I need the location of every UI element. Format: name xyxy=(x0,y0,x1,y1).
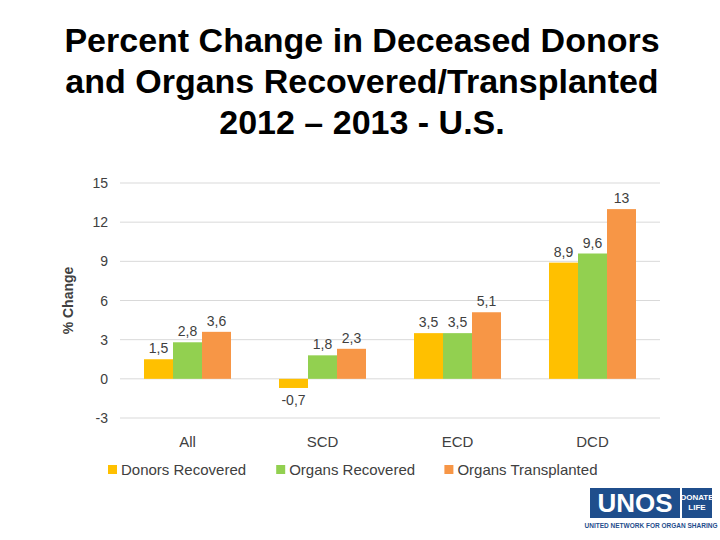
legend-label: Organs Recovered xyxy=(289,461,415,478)
bar xyxy=(414,333,443,379)
legend-swatch xyxy=(108,465,117,474)
logo-badge-text: LIFE xyxy=(688,503,706,512)
y-tick-label: 0 xyxy=(100,371,108,387)
logo-tagline: UNITED NETWORK FOR ORGAN SHARING xyxy=(585,522,718,529)
data-label: -0,7 xyxy=(281,392,305,408)
y-tick-label: 3 xyxy=(100,332,108,348)
bar xyxy=(308,355,337,379)
x-tick-label: SCD xyxy=(307,433,339,450)
bar xyxy=(607,209,636,379)
data-label: 5,1 xyxy=(477,293,497,309)
y-tick-label: -3 xyxy=(96,410,109,426)
data-label: 3,6 xyxy=(207,313,227,329)
bar xyxy=(173,342,202,379)
legend: Donors Recovered Organs Recovered Organs T… xyxy=(108,461,597,478)
data-label: 3,5 xyxy=(448,314,468,330)
y-tick-label: 15 xyxy=(92,175,108,191)
data-label: 13 xyxy=(614,190,630,206)
x-tick-label: All xyxy=(179,433,196,450)
y-tick-label: 12 xyxy=(92,214,108,230)
title: and Organs Recovered/Transplanted xyxy=(65,62,658,100)
logo-name: UNOS xyxy=(597,488,672,518)
bar xyxy=(337,349,366,379)
bar xyxy=(472,312,501,379)
grid-line xyxy=(120,418,660,419)
bar xyxy=(202,332,231,379)
bar xyxy=(578,254,607,379)
bars xyxy=(144,209,636,388)
bar xyxy=(144,359,173,379)
logo-badge-text: DONATE xyxy=(680,493,714,502)
bar xyxy=(549,263,578,379)
title: 2012 – 2013 - U.S. xyxy=(219,103,504,141)
data-label: 1,5 xyxy=(149,340,169,356)
x-tick-label: DCD xyxy=(576,433,609,450)
legend-label: Organs Transplanted xyxy=(457,461,597,478)
logo-box xyxy=(590,488,680,518)
grid-line xyxy=(120,183,660,184)
legend-swatch xyxy=(444,465,453,474)
y-tick-label: 6 xyxy=(100,293,108,309)
data-labels: 1,5 2,8 3,6 -0,7 1,8 2,3 3,5 3,5 5,1 8,9 9,6 13 xyxy=(149,190,630,408)
data-label: 2,8 xyxy=(178,323,198,339)
bar xyxy=(279,379,308,388)
legend-swatch xyxy=(276,465,285,474)
bar xyxy=(443,333,472,379)
y-axis-label: % Change xyxy=(60,266,76,334)
data-label: 2,3 xyxy=(342,330,362,346)
x-tick-label: ECD xyxy=(442,433,474,450)
data-label: 1,8 xyxy=(313,336,333,352)
title: Percent Change in Deceased Donors xyxy=(64,21,659,59)
data-label: 8,9 xyxy=(554,244,574,260)
data-label: 9,6 xyxy=(583,235,603,251)
legend-label: Donors Recovered xyxy=(121,461,246,478)
logo: UNOS DONATELIFE UNITED NETWORK FOR ORGAN S… xyxy=(585,488,718,529)
data-label: 3,5 xyxy=(419,314,439,330)
grid-line xyxy=(120,222,660,223)
chart: Percent Change in Deceased Donorsand Org… xyxy=(0,0,720,540)
y-tick-label: 9 xyxy=(100,253,108,269)
